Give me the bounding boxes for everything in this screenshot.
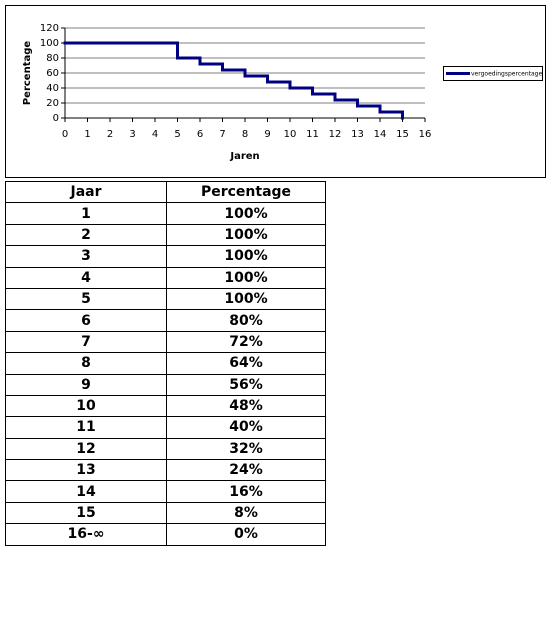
x-tick-label: 13 <box>351 129 364 140</box>
table-cell: 64% <box>166 352 326 375</box>
x-tick-label: 1 <box>84 129 90 140</box>
x-tick-label: 0 <box>62 129 68 140</box>
table-row: 4 100% <box>5 266 326 289</box>
y-tick-label: 80 <box>46 53 59 64</box>
y-tick-label: 60 <box>46 68 59 79</box>
table-cell: 4 <box>5 266 167 289</box>
table-cell: 32% <box>166 437 326 461</box>
table-cell: 13 <box>5 459 167 482</box>
table-cell: 6 <box>5 309 167 332</box>
table-cell: 10 <box>5 394 167 418</box>
table-cell: 1 <box>5 202 167 225</box>
table-cell: 40% <box>166 416 326 439</box>
x-tick-label: 10 <box>284 129 297 140</box>
x-tick-label: 7 <box>219 129 225 140</box>
table-row: 10 48% <box>5 394 326 418</box>
x-tick-label: 16 <box>419 129 432 140</box>
y-tick-label: 100 <box>40 38 59 49</box>
table-row: 14 16% <box>5 480 326 503</box>
table-cell: 0% <box>166 523 326 546</box>
y-tick-label: 20 <box>46 98 59 109</box>
table-row: 13 24% <box>5 459 326 482</box>
legend-label: vergoedingspercentage <box>471 71 542 78</box>
table-cell: 56% <box>166 373 326 396</box>
table-cell: 14 <box>5 480 167 503</box>
table-row: 7 72% <box>5 330 326 354</box>
table-row: 6 80% <box>5 309 326 332</box>
table-cell: 100% <box>166 245 326 268</box>
table-row: 1 100% <box>5 202 326 225</box>
table-cell: Jaar <box>5 180 167 204</box>
y-axis-title: Percentage <box>22 41 33 106</box>
table-cell: 15 <box>5 501 167 525</box>
x-tick-label: 3 <box>129 129 135 140</box>
y-tick-label: 0 <box>53 113 59 124</box>
table-cell: 12 <box>5 437 167 461</box>
legend <box>443 66 543 81</box>
table-cell: 24% <box>166 459 326 482</box>
x-tick-label: 11 <box>306 129 319 140</box>
x-tick-label: 14 <box>374 129 387 140</box>
table-row: 9 56% <box>5 373 326 396</box>
x-tick-label: 6 <box>197 129 203 140</box>
table-cell: 100% <box>166 287 326 311</box>
table-row: 3 100% <box>5 245 326 268</box>
table-cell: 16% <box>166 480 326 503</box>
table-cell: 2 <box>5 223 167 247</box>
table-row: 2 100% <box>5 223 326 247</box>
table-cell: 3 <box>5 245 167 268</box>
x-axis-title: Jaren <box>229 151 259 162</box>
table-cell: 11 <box>5 416 167 439</box>
table-cell: 7 <box>5 330 167 354</box>
table-cell: 5 <box>5 287 167 311</box>
table-cell: 9 <box>5 373 167 396</box>
table-cell: 100% <box>166 266 326 289</box>
y-tick-label: 120 <box>40 23 59 34</box>
table-cell: 100% <box>166 223 326 247</box>
table-cell: 80% <box>166 309 326 332</box>
table-row: 15 8% <box>5 501 326 525</box>
table-cell: 48% <box>166 394 326 418</box>
table-row: 5 100% <box>5 287 326 311</box>
x-tick-label: 5 <box>174 129 180 140</box>
x-tick-label: 9 <box>264 129 270 140</box>
table-cell: 16-∞ <box>5 523 167 546</box>
x-tick-label: 8 <box>242 129 248 140</box>
x-tick-label: 2 <box>107 129 113 140</box>
table-cell: 8 <box>5 352 167 375</box>
table-row: 16-∞ 0% <box>5 523 326 546</box>
table-cell: 72% <box>166 330 326 354</box>
x-tick-label: 15 <box>396 129 409 140</box>
table-cell: 100% <box>166 202 326 225</box>
table-row: 11 40% <box>5 416 326 439</box>
table-cell: Percentage <box>166 180 326 204</box>
table-row: Jaar Percentage <box>5 180 326 204</box>
table-row: 12 32% <box>5 437 326 461</box>
y-tick-label: 40 <box>46 83 59 94</box>
x-tick-label: 4 <box>152 129 158 140</box>
x-tick-label: 12 <box>329 129 342 140</box>
table-row: 8 64% <box>5 352 326 375</box>
table: Jaar Percentage 1 100% 2 100% 3 100% 4 100% 5 100% 6… <box>5 180 326 546</box>
table-cell: 8% <box>166 501 326 525</box>
